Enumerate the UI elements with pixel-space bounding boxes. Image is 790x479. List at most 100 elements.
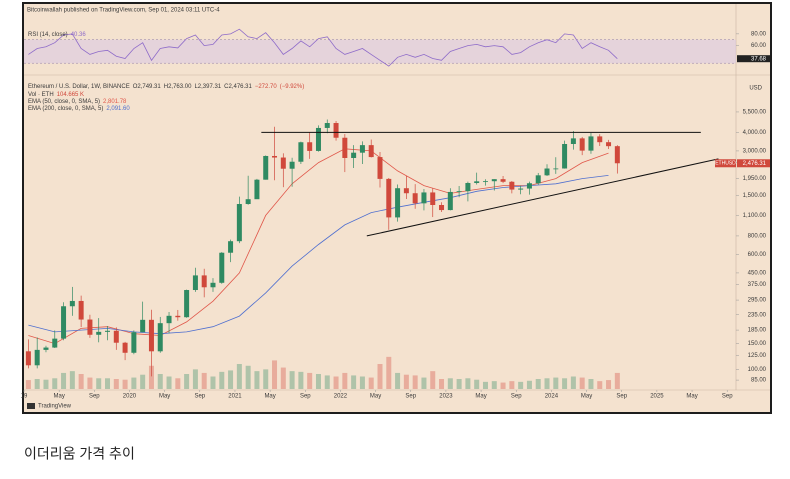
legend-item: 104.665 K	[57, 92, 84, 98]
y-tick-label: 150.00	[748, 341, 767, 347]
candle-body	[61, 306, 67, 339]
legend-item: −272.70	[255, 84, 278, 90]
volume-bar	[509, 381, 515, 389]
candle-body	[87, 319, 93, 335]
legend-item: 2,091.60	[106, 106, 130, 112]
candle-body	[69, 300, 75, 307]
y-tick-label: 235.00	[748, 312, 767, 318]
legend-item: 40.36	[71, 32, 87, 38]
x-tick-label: Sep	[194, 394, 205, 400]
volume-bar	[553, 377, 559, 389]
y-tick-label: 185.00	[748, 328, 767, 334]
volume-bar	[122, 379, 128, 389]
x-tick-label: May	[159, 394, 170, 400]
candle-body	[421, 192, 427, 204]
legend-line: Vol · ETH 104.665 K	[28, 92, 84, 98]
candle-body	[491, 179, 497, 182]
volume-bar	[34, 379, 40, 389]
volume-bar	[570, 376, 576, 389]
volume-bar	[254, 371, 260, 389]
candle-body	[570, 138, 576, 145]
volume-bar	[131, 377, 137, 389]
candle-body	[157, 323, 163, 352]
candle-body	[236, 204, 242, 242]
candle-body	[34, 349, 40, 366]
volume-bar	[113, 379, 119, 389]
candle-body	[447, 191, 453, 211]
volume-bar	[535, 379, 541, 389]
candle-body	[298, 142, 304, 162]
candle-body	[544, 168, 550, 176]
candle-body	[474, 181, 480, 183]
candle-body	[430, 192, 436, 206]
volume-bar	[184, 374, 190, 389]
candle-body	[412, 193, 418, 204]
candle-body	[482, 181, 488, 183]
candle-body	[210, 282, 216, 288]
volume-bar	[289, 371, 295, 389]
publisher: Bitcoinwallah published on TradingView.c…	[27, 8, 220, 14]
volume-bar	[307, 372, 313, 389]
volume-bar	[69, 371, 75, 389]
volume-bar	[403, 374, 409, 389]
legend-item: O2,749.31	[133, 84, 162, 90]
volume-bar	[43, 379, 49, 389]
candle-body	[140, 319, 146, 333]
rsi-band-fill	[24, 39, 736, 64]
volume-bar	[298, 371, 304, 389]
currency-label: USD	[749, 86, 762, 92]
candle-body	[96, 331, 102, 335]
candle-body	[386, 178, 392, 218]
volume-bar	[280, 367, 286, 389]
volume-bar	[544, 378, 550, 389]
x-tick-label: 2023	[439, 394, 453, 400]
legend-item: RSI (14, close)	[28, 32, 68, 38]
volume-bar	[351, 375, 357, 389]
x-tick-label: May	[581, 394, 592, 400]
candle-body	[465, 182, 471, 192]
legend-item: (−9.92%)	[280, 84, 305, 90]
volume-bar	[192, 369, 198, 389]
volume-bar	[263, 369, 269, 389]
y-tick-label: 600.00	[748, 252, 767, 258]
volume-bar	[588, 379, 594, 389]
candle-body	[509, 181, 515, 190]
legend-item: H2,763.00	[164, 84, 192, 90]
y-tick-label: 4,000.00	[743, 130, 767, 136]
volume-bar	[236, 364, 242, 389]
candle-body	[131, 332, 137, 353]
symbol-tag-label: ETHUSD	[715, 161, 736, 167]
candle-body	[553, 168, 559, 170]
legend-item: 2,801.78	[103, 99, 127, 105]
candle-body	[175, 315, 181, 318]
candle-body	[201, 275, 207, 288]
volume-bar	[96, 378, 102, 389]
candle-body	[614, 146, 620, 164]
volume-bar	[439, 379, 445, 389]
volume-bar	[395, 372, 401, 389]
candle-body	[456, 191, 462, 192]
candle-body	[289, 161, 295, 169]
candle-body	[351, 152, 357, 158]
volume-bar	[377, 364, 383, 389]
candle-body	[166, 315, 172, 324]
x-tick-label: Sep	[89, 394, 100, 400]
rsi-line	[28, 28, 618, 67]
volume-bar	[597, 381, 603, 389]
volume-bar	[614, 372, 620, 389]
x-tick-label: 2020	[123, 394, 137, 400]
candle-body	[359, 145, 365, 153]
footer: TradingView	[38, 404, 72, 410]
x-tick-label: May	[686, 394, 697, 400]
legend-line: RSI (14, close) 40.36	[28, 32, 86, 38]
candle-body	[606, 142, 612, 147]
volume-bar	[315, 374, 321, 389]
x-tick-label: Sep	[722, 394, 733, 400]
legend-item: Vol · ETH	[28, 92, 54, 98]
volume-bar	[245, 365, 251, 389]
candle-body	[324, 123, 330, 128]
volume-bar	[430, 371, 436, 389]
volume-bar	[526, 380, 532, 389]
volume-bar	[342, 372, 348, 389]
